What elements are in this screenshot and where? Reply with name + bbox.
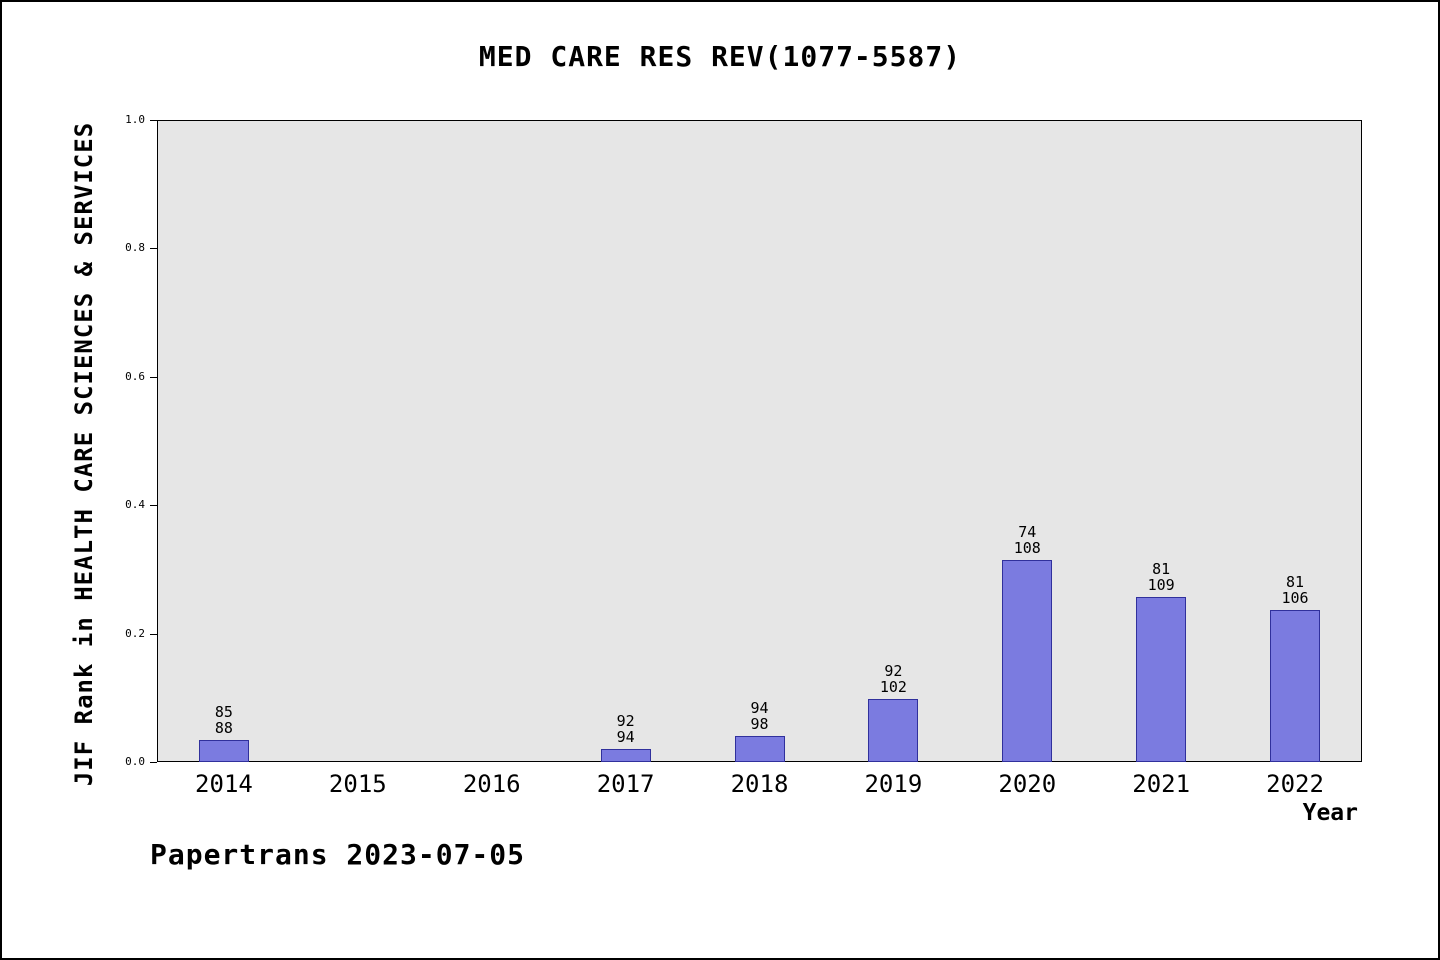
bar-label: 92 94 — [617, 713, 635, 745]
y-tick-label: 0.6 — [125, 369, 145, 383]
bar — [1002, 559, 1053, 762]
y-tick-mark — [150, 762, 157, 763]
bar-label-rank: 81 — [1152, 560, 1171, 578]
y-axis-label: JIF Rank in HEALTH CARE SCIENCES & SERVI… — [70, 121, 98, 787]
y-tick-label: 0.2 — [125, 626, 145, 640]
chart-title: MED CARE RES REV(1077-5587) — [478, 40, 962, 73]
bar-label-total: 102 — [879, 678, 907, 697]
bar-label-rank: 92 — [884, 662, 903, 681]
bar-label: 81 109 — [1148, 561, 1175, 593]
y-tick-mark — [150, 505, 157, 507]
bar — [868, 699, 919, 762]
footer-watermark: Papertrans 2023-07-05 — [150, 838, 526, 871]
x-tick-label: 2022 — [1266, 770, 1324, 798]
x-tick-label: 2018 — [730, 770, 789, 798]
y-tick-label: 0.0 — [125, 755, 145, 768]
bar-label: 92 102 — [880, 663, 907, 695]
x-tick-label: 2015 — [328, 770, 387, 798]
bar-label: 81 106 — [1282, 574, 1309, 606]
bar-label: 74 108 — [1014, 524, 1041, 556]
y-tick-label: 1.0 — [125, 113, 145, 126]
bar — [1136, 597, 1187, 762]
bar-label-rank: 94 — [750, 698, 769, 717]
x-tick-label: 2021 — [1132, 770, 1191, 798]
x-tick-label: 2016 — [462, 770, 521, 798]
bar — [198, 740, 249, 762]
bar — [1270, 610, 1321, 762]
bar-label-rank: 85 — [214, 703, 233, 722]
x-axis-label: Year — [1302, 800, 1358, 826]
y-tick-mark — [150, 633, 157, 635]
x-tick-label: 2014 — [195, 770, 253, 798]
bar-label-rank: 74 — [1018, 522, 1037, 541]
bar — [734, 735, 785, 762]
bar-label-total: 109 — [1147, 576, 1175, 594]
bar-label-total: 98 — [750, 714, 769, 733]
bar-label-total: 106 — [1281, 589, 1309, 608]
bar-label-total: 108 — [1013, 538, 1041, 557]
y-tick-mark — [150, 120, 157, 121]
y-tick-label: 0.8 — [125, 241, 145, 255]
bar-label: 94 98 — [750, 700, 768, 732]
y-tick-mark — [150, 376, 157, 378]
bar-label-total: 94 — [616, 727, 635, 746]
bar-label: 85 88 — [215, 704, 233, 736]
bar-label-rank: 81 — [1286, 573, 1305, 592]
x-tick-label: 2019 — [864, 770, 923, 798]
x-tick-label: 2017 — [596, 770, 655, 798]
bar — [600, 748, 651, 762]
y-tick-label: 0.4 — [125, 498, 145, 512]
x-tick-label: 2020 — [998, 770, 1057, 798]
y-tick-mark — [150, 248, 157, 250]
bar-label-total: 88 — [214, 719, 233, 738]
bar-label-rank: 92 — [616, 711, 635, 730]
